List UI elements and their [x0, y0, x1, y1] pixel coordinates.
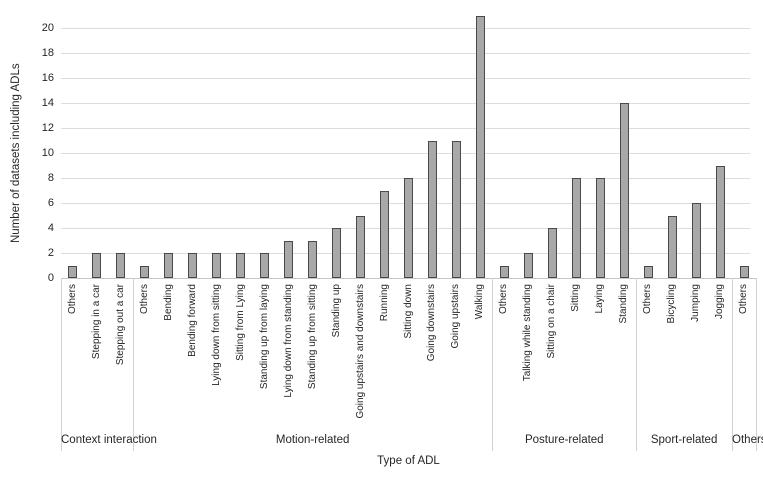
group-label: Posture-related: [524, 434, 604, 446]
group-label: Others: [732, 434, 763, 446]
bar-stepping-in-a-car: [92, 253, 102, 278]
bar-running: [380, 190, 390, 278]
category-label: Standing up: [330, 284, 342, 338]
group-separator: [636, 278, 638, 451]
y-tick-label: 16: [41, 72, 54, 84]
group-label: Sport-related: [650, 434, 718, 446]
gridline-18: [61, 53, 750, 54]
bar-others: [68, 265, 78, 278]
y-tick-label: 6: [47, 197, 54, 209]
bar-standing: [619, 103, 629, 278]
category-label: Laying: [594, 284, 606, 314]
category-label: Bending forward: [186, 284, 198, 357]
bar-bending-forward: [188, 253, 198, 278]
gridline-12: [61, 128, 750, 129]
group-separator: [132, 278, 134, 451]
category-label: Going downstairs: [426, 284, 438, 362]
gridline-10: [61, 153, 750, 154]
bar-sitting-on-a-chair: [547, 228, 557, 278]
bar-going-downstairs: [427, 140, 437, 278]
bar-jumping: [691, 203, 701, 278]
category-label: Others: [66, 284, 78, 315]
bar-others: [140, 265, 150, 278]
bar-others: [643, 265, 653, 278]
bar-others: [739, 265, 749, 278]
bar-others: [499, 265, 509, 278]
group-label: Context interaction: [61, 434, 157, 446]
bar-standing-up-from-laying: [260, 253, 270, 278]
category-label: Stepping in a car: [90, 284, 102, 360]
group-separator: [61, 278, 62, 451]
category-label: Talking while standing: [522, 284, 534, 382]
group-separator: [492, 278, 494, 451]
category-label: Others: [642, 284, 654, 315]
gridline-16: [61, 78, 750, 79]
category-label: Running: [378, 284, 390, 322]
group-label: Motion-related: [275, 434, 350, 446]
x-axis-line: [61, 278, 756, 279]
category-label: Sitting down: [402, 284, 414, 339]
y-tick-label: 8: [47, 172, 54, 184]
category-label: Standing up from laying: [258, 284, 270, 390]
category-label: Standing up from sitting: [306, 284, 318, 390]
bar-sitting-from-lying: [236, 253, 246, 278]
bar-bending: [164, 253, 174, 278]
y-tick-label: 12: [41, 122, 54, 134]
category-label: Sitting from Lying: [234, 284, 246, 361]
category-label: Others: [138, 284, 150, 315]
bar-sitting-down: [404, 178, 413, 278]
y-tick-label: 2: [47, 247, 54, 259]
bar-stepping-out-a-car: [116, 253, 126, 278]
y-tick-label: 20: [41, 22, 54, 34]
category-label: Jogging: [714, 284, 726, 320]
y-tick-label: 18: [41, 47, 54, 59]
category-label: Lying down from standing: [282, 284, 294, 398]
bar-going-upstairs: [451, 140, 461, 278]
category-label: Standing: [618, 284, 630, 324]
category-label: Sitting: [570, 284, 582, 312]
category-label: Sitting on a chair: [546, 284, 558, 359]
bar-walking: [475, 15, 485, 278]
category-label: Jumping: [690, 284, 702, 322]
y-tick-label: 14: [41, 97, 54, 109]
group-separator: [756, 278, 757, 451]
bar-standing-up: [332, 228, 342, 278]
category-label: Bicycling: [666, 284, 678, 324]
group-separator: [732, 278, 734, 451]
bar-laying: [595, 178, 605, 278]
gridline-14: [61, 103, 750, 104]
category-label: Walking: [474, 284, 486, 320]
category-label: Stepping out a car: [114, 284, 126, 366]
bar-lying-down-from-standing: [284, 240, 294, 278]
bar-sitting: [571, 178, 581, 278]
bar-talking-while-standing: [523, 253, 533, 278]
category-label: Lying down from sitting: [210, 284, 222, 386]
category-label: Others: [738, 284, 750, 315]
x-axis-title: Type of ADL: [377, 455, 440, 467]
bar-lying-down-from-sitting: [212, 253, 222, 278]
y-tick-label: 10: [41, 147, 54, 159]
bar-jogging: [715, 165, 725, 278]
bar-bicycling: [667, 215, 677, 278]
category-label: Going upstairs and downstairs: [354, 284, 366, 419]
y-tick-label: 4: [47, 222, 54, 234]
gridline-20: [61, 28, 750, 29]
y-tick-label: 0: [47, 272, 54, 284]
bar-going-upstairs-and-downstairs: [356, 215, 366, 278]
category-label: Bending: [162, 284, 174, 321]
category-label: Others: [498, 284, 510, 315]
category-label: Going upstairs: [450, 284, 462, 349]
bar-standing-up-from-sitting: [308, 240, 318, 278]
